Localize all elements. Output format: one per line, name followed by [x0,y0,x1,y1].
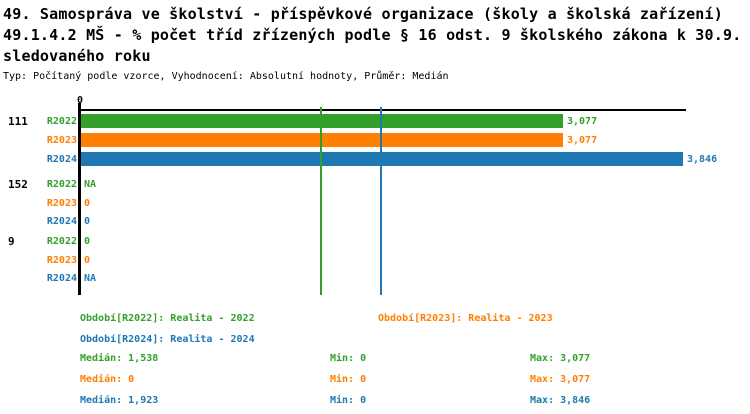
row-label: R2024 [46,154,77,166]
chart-subtitle: Typ: Počítaný podle vzorce, Vyhodnocení:… [3,71,449,82]
stat-median-r2024: Medián: 1,923 [80,395,159,406]
chart-title-line2: 49.1.4.2 MŠ - % počet tříd zřízených pod… [3,26,742,44]
row-label: R2023 [46,197,77,209]
x-axis-tick-label: 0 [77,95,84,106]
title-block: 49. Samospráva ve školství - příspěvkové… [3,4,741,83]
legend-item-r2022: Období[R2022]: Realita - 2022 [80,313,255,324]
row-label: R2023 [46,134,77,146]
row-label: R2024 [46,273,77,284]
stat-median-r2022: Medián: 1,538 [80,353,159,364]
chart-title-line3: sledovaného roku [3,47,151,65]
chart-title-line1: 49. Samospráva ve školství - příspěvkové… [3,5,723,23]
median-line-r2024 [380,107,382,295]
stat-min-r2024: Min: 0 [330,395,367,406]
bar-value-label: 3,077 [567,115,598,127]
row-value-label: 0 [84,197,91,209]
stat-min-r2022: Min: 0 [330,353,367,364]
row-value-label: 0 [84,215,91,227]
stat-median-r2023: Medián: 0 [80,374,135,385]
stat-max-r2024: Max: 3,846 [530,395,591,406]
bar [81,132,563,147]
group-label: 111 [8,114,28,128]
row-label: R2022 [46,178,77,190]
row-label: R2024 [46,215,77,227]
stat-min-r2023: Min: 0 [330,374,367,385]
row-value-label: 0 [84,254,91,266]
stat-max-r2023: Max: 3,077 [530,374,591,385]
legend-item-r2023: Období[R2023]: Realita - 2023 [378,313,553,324]
bar-value-label: 3,077 [567,134,598,146]
row-value-label: 0 [84,236,91,247]
row-value-label: NA [84,178,97,190]
row-value-label: NA [84,273,97,284]
row-label: R2022 [46,115,77,127]
group-label: 9 [8,235,15,248]
median-line-r2022 [320,107,322,295]
row-label: R2022 [46,236,77,247]
x-axis-line [78,109,686,111]
bar [81,113,563,128]
group-label: 152 [8,177,28,191]
row-label: R2023 [46,254,77,266]
bar-value-label: 3,846 [687,154,718,166]
legend-item-r2024: Období[R2024]: Realita - 2024 [80,334,255,345]
stat-max-r2022: Max: 3,077 [530,353,591,364]
y-axis-line [78,103,81,295]
bar [81,152,683,167]
